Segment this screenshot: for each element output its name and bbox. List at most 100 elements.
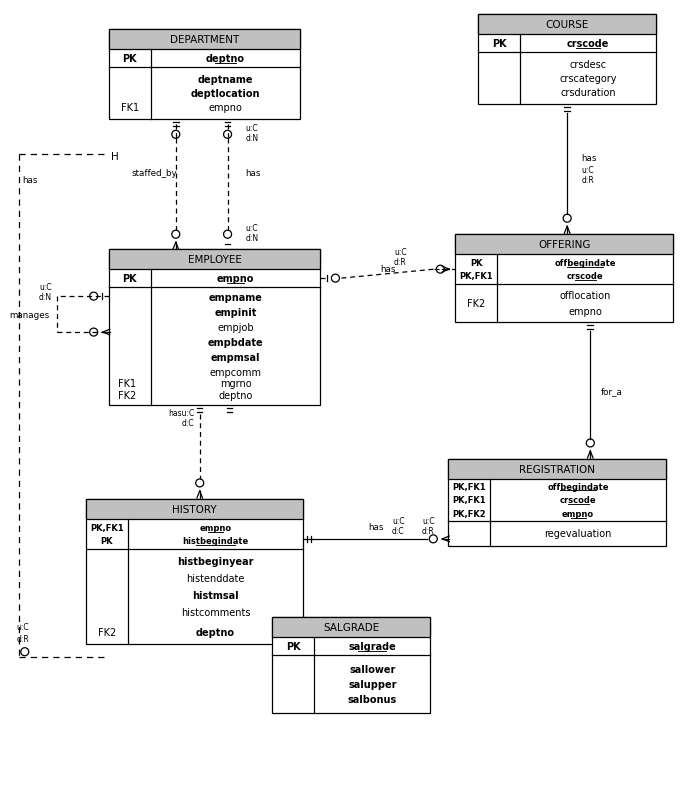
Text: d:C: d:C [182, 419, 195, 428]
Text: crscode: crscode [560, 496, 596, 504]
Text: crscode: crscode [566, 272, 604, 281]
Text: SALGRADE: SALGRADE [324, 622, 380, 632]
Text: regevaluation: regevaluation [544, 529, 612, 539]
Bar [86, 500, 304, 644]
Text: PK,FK1: PK,FK1 [453, 482, 486, 491]
Text: d:R: d:R [394, 257, 406, 266]
Text: has: has [380, 265, 395, 273]
Text: d:C: d:C [392, 527, 404, 536]
Text: d:N: d:N [39, 292, 52, 302]
Text: histbegindate: histbegindate [182, 537, 248, 545]
Text: empjob: empjob [217, 322, 254, 333]
Text: has: has [22, 176, 37, 184]
Bar [448, 460, 666, 546]
Bar [108, 30, 300, 120]
Text: u:C: u:C [246, 124, 258, 132]
Text: empname: empname [208, 293, 262, 302]
Text: deptname: deptname [198, 75, 253, 85]
Text: FK2: FK2 [117, 391, 136, 400]
Text: offlocation: offlocation [560, 291, 611, 301]
Text: empmsal: empmsal [210, 353, 260, 363]
Text: deptlocation: deptlocation [191, 89, 260, 99]
Text: empcomm: empcomm [210, 367, 262, 378]
Text: empno: empno [208, 103, 242, 113]
Text: u:C: u:C [392, 516, 404, 525]
Text: histcomments: histcomments [181, 607, 250, 617]
Text: PK,FK1: PK,FK1 [460, 272, 493, 281]
Text: d:R: d:R [17, 634, 30, 643]
Bar [273, 617, 431, 637]
Bar [86, 500, 304, 519]
Text: FK2: FK2 [467, 298, 485, 309]
Bar [478, 15, 656, 105]
Text: u:C: u:C [422, 516, 435, 525]
Text: manages: manages [10, 310, 50, 319]
Bar [448, 460, 666, 480]
Text: histenddate: histenddate [186, 573, 245, 583]
Text: deptno: deptno [218, 391, 253, 400]
Text: PK,FK1: PK,FK1 [90, 523, 124, 532]
Text: PK,FK2: PK,FK2 [453, 509, 486, 519]
Text: histbeginyear: histbeginyear [177, 556, 254, 566]
Text: has: has [246, 168, 261, 177]
Text: u:C: u:C [394, 247, 406, 257]
Bar [108, 250, 320, 406]
Text: u:C: u:C [581, 165, 594, 175]
Text: crscode: crscode [567, 39, 609, 50]
Bar [455, 235, 673, 322]
Text: PK,FK1: PK,FK1 [453, 496, 486, 504]
Text: u:C: u:C [246, 224, 258, 233]
Text: PK: PK [101, 537, 113, 545]
Bar [455, 235, 673, 255]
Bar [273, 617, 431, 713]
Text: histmsal: histmsal [193, 590, 239, 600]
Text: empinit: empinit [215, 308, 257, 318]
Text: u:C: u:C [17, 622, 30, 631]
Text: HISTORY: HISTORY [172, 504, 217, 514]
Text: staffed_by: staffed_by [131, 168, 177, 177]
Text: PK: PK [470, 259, 482, 268]
Text: for_a: for_a [600, 387, 622, 395]
Text: OFFERING: OFFERING [538, 240, 591, 250]
Text: d:R: d:R [422, 527, 435, 536]
Text: deptno: deptno [196, 627, 235, 637]
Text: EMPLOYEE: EMPLOYEE [188, 255, 241, 265]
Text: sallower: sallower [349, 664, 395, 674]
Text: FK2: FK2 [97, 627, 116, 637]
Text: d:N: d:N [246, 233, 259, 242]
Text: FK1: FK1 [117, 379, 136, 388]
Text: PK: PK [492, 39, 506, 50]
Text: COURSE: COURSE [546, 20, 589, 30]
Bar [108, 30, 300, 51]
Text: d:R: d:R [581, 176, 594, 184]
Text: PK: PK [122, 55, 137, 64]
Text: PK: PK [286, 641, 301, 651]
Text: has: has [581, 154, 597, 163]
Text: d:N: d:N [246, 134, 259, 143]
Text: empbdate: empbdate [208, 338, 264, 347]
Text: FK1: FK1 [121, 103, 139, 113]
Text: empno: empno [568, 306, 602, 317]
Bar [108, 250, 320, 269]
Text: u:C: u:C [39, 282, 52, 291]
Text: empno: empno [199, 523, 232, 532]
Text: salgrade: salgrade [348, 641, 396, 651]
Text: empno: empno [217, 273, 254, 284]
Text: offbegindate: offbegindate [554, 259, 616, 268]
Text: H: H [110, 152, 119, 162]
Text: offbegindate: offbegindate [547, 482, 609, 491]
Text: empno: empno [562, 509, 594, 519]
Text: crsduration: crsduration [560, 88, 616, 98]
Bar [478, 15, 656, 35]
Text: crsdesc: crsdesc [569, 60, 607, 71]
Text: hasu:C: hasu:C [168, 409, 195, 418]
Text: crscategory: crscategory [560, 75, 617, 84]
Text: DEPARTMENT: DEPARTMENT [170, 35, 239, 46]
Text: mgrno: mgrno [219, 379, 251, 388]
Text: salbonus: salbonus [348, 694, 397, 704]
Text: salupper: salupper [348, 678, 397, 689]
Text: deptno: deptno [206, 55, 245, 64]
Text: REGISTRATION: REGISTRATION [519, 464, 595, 474]
Text: has: has [368, 523, 384, 532]
Text: PK: PK [122, 273, 137, 284]
